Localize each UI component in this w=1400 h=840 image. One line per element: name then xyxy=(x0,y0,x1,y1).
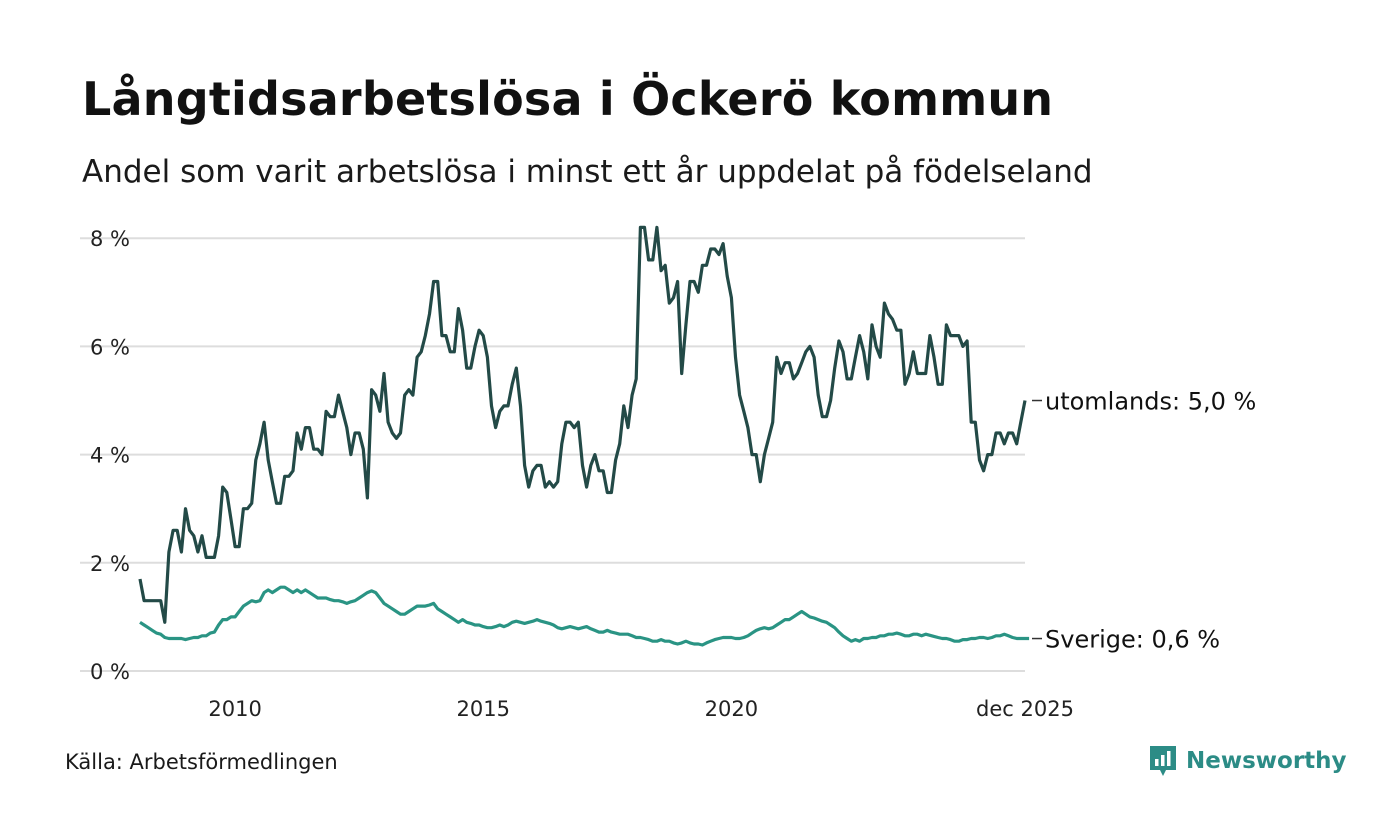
newsworthy-logo-icon xyxy=(1150,746,1176,776)
source-note: Källa: Arbetsförmedlingen xyxy=(65,750,338,774)
page-subtitle: Andel som varit arbetslösa i minst ett å… xyxy=(82,154,1093,190)
y-tick-label: 8 % xyxy=(90,227,130,251)
x-axis-labels: 2010 2015 2020 dec 2025 xyxy=(208,697,1074,721)
page-title: Långtidsarbetslösa i Öckerö kommun xyxy=(82,72,1054,126)
x-tick-label: 2015 xyxy=(457,697,510,721)
x-tick-label: dec 2025 xyxy=(976,697,1074,721)
y-tick-label: 6 % xyxy=(90,335,130,359)
series-lines xyxy=(138,225,1030,647)
newsworthy-logo: Newsworthy xyxy=(1148,744,1347,778)
end-label-sverige: Sverige: 0,6 % xyxy=(1045,626,1220,654)
y-tick-label: 2 % xyxy=(90,552,130,576)
y-tick-label: 0 % xyxy=(90,660,130,684)
series-line-utomlands xyxy=(138,225,1027,624)
series-end-labels: utomlands: 5,0 % Sverige: 0,6 % xyxy=(1032,388,1256,654)
y-axis-labels: 0 % 2 % 4 % 6 % 8 % xyxy=(90,227,130,684)
series-line-sverige xyxy=(139,585,1030,647)
brand-name: Newsworthy xyxy=(1186,748,1347,774)
end-label-utomlands: utomlands: 5,0 % xyxy=(1045,388,1256,416)
x-tick-label: 2020 xyxy=(705,697,758,721)
x-tick-label: 2010 xyxy=(208,697,261,721)
grid-lines xyxy=(80,237,1025,672)
y-tick-label: 4 % xyxy=(90,444,130,468)
